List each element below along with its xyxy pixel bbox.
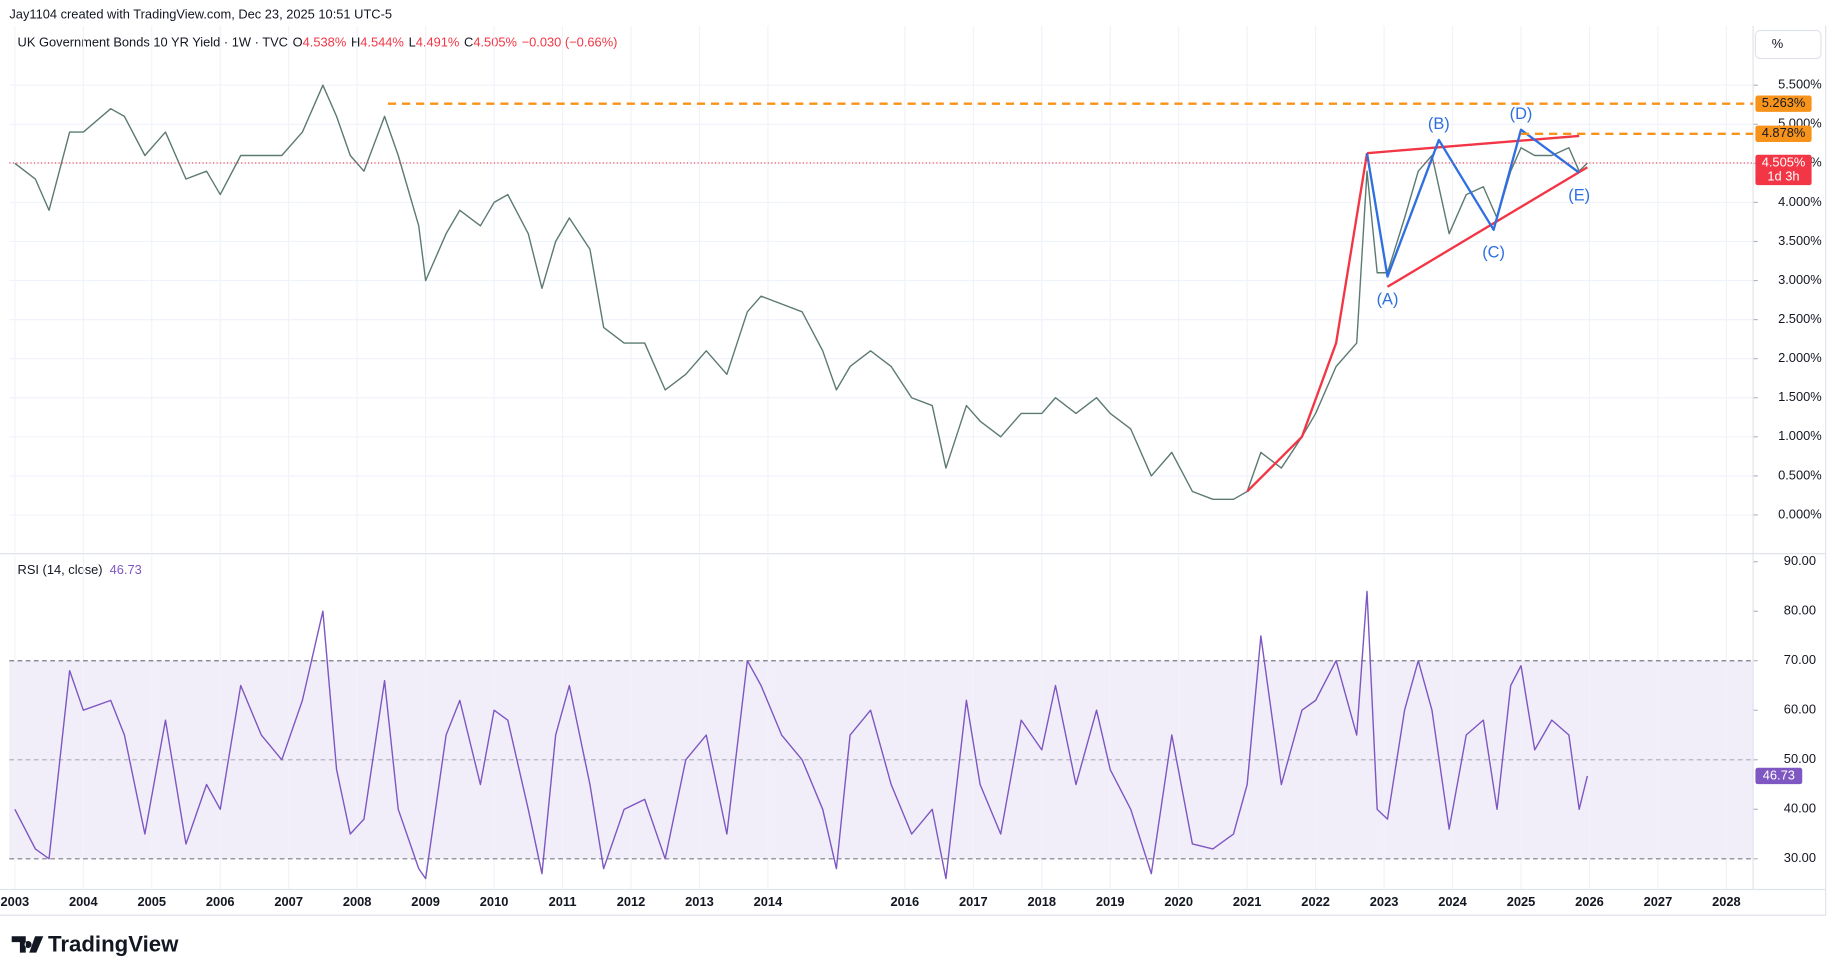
x-tick-label: 2005 bbox=[137, 894, 166, 909]
x-tick-label: 2006 bbox=[206, 894, 235, 909]
y-tick-label: 30.00 bbox=[1784, 850, 1816, 865]
rsi-value: 46.73 bbox=[110, 563, 142, 578]
x-tick-label: 2028 bbox=[1712, 894, 1741, 909]
rsi-tag bbox=[1755, 767, 1803, 785]
y-tick-label: 50.00 bbox=[1784, 751, 1816, 766]
x-tick-label: 2013 bbox=[685, 894, 714, 909]
symbol-title: UK Government Bonds 10 YR Yield · 1W · T… bbox=[18, 35, 288, 50]
level-label: 5.263% bbox=[1762, 95, 1806, 110]
price-line bbox=[14, 84, 1588, 501]
x-tick-label: 2009 bbox=[411, 894, 440, 909]
wave-label: (D) bbox=[1510, 105, 1533, 123]
y-tick-label: 3.500% bbox=[1778, 233, 1822, 248]
plot-area: 2003 2004 2005 2006 2007 2008 2009 2010 2011 2012… bbox=[0, 25, 1827, 916]
level-tag bbox=[1755, 154, 1812, 186]
y-tick-label: 60.00 bbox=[1784, 702, 1816, 717]
unit-button[interactable] bbox=[1754, 29, 1822, 60]
x-tick-label: 2011 bbox=[549, 894, 577, 909]
rsi-title: RSI (14, close) bbox=[18, 563, 103, 578]
x-tick-label: 2017 bbox=[959, 894, 988, 909]
ohlc-key: L bbox=[409, 35, 416, 50]
x-tick-label: 2025 bbox=[1507, 894, 1536, 909]
y-tick-label: 90.00 bbox=[1784, 553, 1816, 568]
y-tick-label: 5.500% bbox=[1778, 77, 1822, 92]
trendline bbox=[1366, 134, 1580, 155]
y-tick-label: 40.00 bbox=[1784, 801, 1816, 816]
x-tick-label: 2020 bbox=[1164, 894, 1193, 909]
wave-label: (A) bbox=[1377, 290, 1399, 308]
ohlc-value: 4.491% bbox=[416, 35, 460, 50]
y-tick-label: 80.00 bbox=[1784, 603, 1816, 618]
level-tag bbox=[1755, 125, 1812, 142]
wave-label: (C) bbox=[1482, 243, 1505, 261]
x-tick-label: 2018 bbox=[1027, 894, 1056, 909]
x-tick-label: 2010 bbox=[480, 894, 509, 909]
logo-text: TradingView bbox=[48, 932, 179, 957]
x-tick-label: 2014 bbox=[754, 894, 783, 909]
x-tick-label: 2016 bbox=[891, 894, 920, 909]
curve bbox=[1246, 152, 1369, 493]
y-tick-label: 1.500% bbox=[1778, 389, 1822, 404]
x-tick-label: 2026 bbox=[1575, 894, 1604, 909]
ohlc-key: C bbox=[464, 35, 473, 50]
x-tick-label: 2021 bbox=[1233, 894, 1262, 909]
x-tick-label: 2027 bbox=[1644, 894, 1673, 909]
y-tick-label: 3.000% bbox=[1778, 272, 1822, 287]
rsi-tag-label: 46.73 bbox=[1763, 767, 1795, 782]
x-tick-label: 2022 bbox=[1301, 894, 1330, 909]
ohlc-key: O bbox=[293, 35, 303, 50]
x-tick-label: 2008 bbox=[343, 894, 372, 909]
ohlc-value: 4.538% bbox=[303, 35, 347, 50]
level-label: 4.505% bbox=[1762, 154, 1806, 169]
y-tick-label: 4.000% bbox=[1778, 194, 1822, 209]
legend: UK Government Bonds 10 YR Yield · 1W · T… bbox=[18, 35, 618, 50]
x-tick-label: 2012 bbox=[617, 894, 646, 909]
y-tick-label: 0.000% bbox=[1778, 506, 1822, 521]
x-tick-label: 2024 bbox=[1438, 894, 1467, 909]
trendline bbox=[1386, 166, 1588, 288]
y-tick-label: 2.000% bbox=[1778, 350, 1822, 365]
level-countdown: 1d 3h bbox=[1767, 168, 1799, 183]
ohlc-value: 4.505% bbox=[473, 35, 517, 50]
watermark: Jay1104 created with TradingView.com, De… bbox=[9, 7, 392, 22]
change: −0.030 (−0.66%) bbox=[522, 35, 618, 50]
logo-icon bbox=[11, 936, 44, 953]
wave-label: (B) bbox=[1428, 115, 1450, 133]
wave-label: (E) bbox=[1568, 186, 1590, 204]
y-tick-label: 0.500% bbox=[1778, 467, 1822, 482]
unit-button-label[interactable]: % bbox=[1772, 36, 1783, 51]
y-tick-label: 2.500% bbox=[1778, 311, 1822, 326]
y-tick-label: 1.000% bbox=[1778, 428, 1822, 443]
y-tick-label: 70.00 bbox=[1784, 652, 1816, 667]
level-label: 4.878% bbox=[1762, 125, 1806, 140]
logo: TradingView bbox=[11, 932, 179, 957]
x-tick-label: 2019 bbox=[1096, 894, 1125, 909]
x-tick-label: 2023 bbox=[1370, 894, 1399, 909]
wave-path bbox=[1365, 128, 1580, 278]
x-tick-label: 2007 bbox=[274, 894, 303, 909]
x-tick-label: 2004 bbox=[69, 894, 98, 909]
level-tag bbox=[1755, 95, 1812, 112]
rsi-legend: RSI (14, close) 46.73 bbox=[18, 563, 142, 578]
x-tick-label: 2003 bbox=[1, 894, 30, 909]
ohlc-key: H bbox=[351, 35, 360, 50]
rsi-line bbox=[14, 590, 1589, 880]
ohlc-value: 4.544% bbox=[360, 35, 404, 50]
